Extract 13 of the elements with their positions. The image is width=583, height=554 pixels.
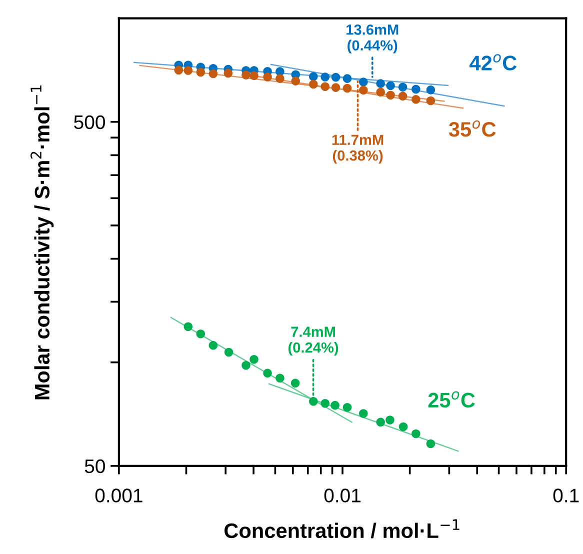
annotation: 11.7mM (0.38%) [332,134,384,164]
annotation: 13.6mM (0.44%) [346,24,398,54]
series-label: 42$^{o}$C [470,54,517,70]
x-tick-label: 0.1 [553,488,579,502]
annotation: 7.4mM (0.24%) [288,326,338,356]
y-tick-label: 500 [74,115,105,130]
y-tick-label: 50 [84,459,105,474]
series-label: 35$^{o}$C [448,120,496,137]
x-tick-label: 0.01 [324,488,360,502]
y-axis-title: Molar conductivity / S·m$^{2}$·mol$^{−1}$ [30,85,54,400]
x-tick-label: 0.001 [95,488,142,502]
x-axis-title: Concentration / mol·L$^{−1}$ [224,519,460,538]
series-label: 25$^{o}$C [428,391,475,408]
